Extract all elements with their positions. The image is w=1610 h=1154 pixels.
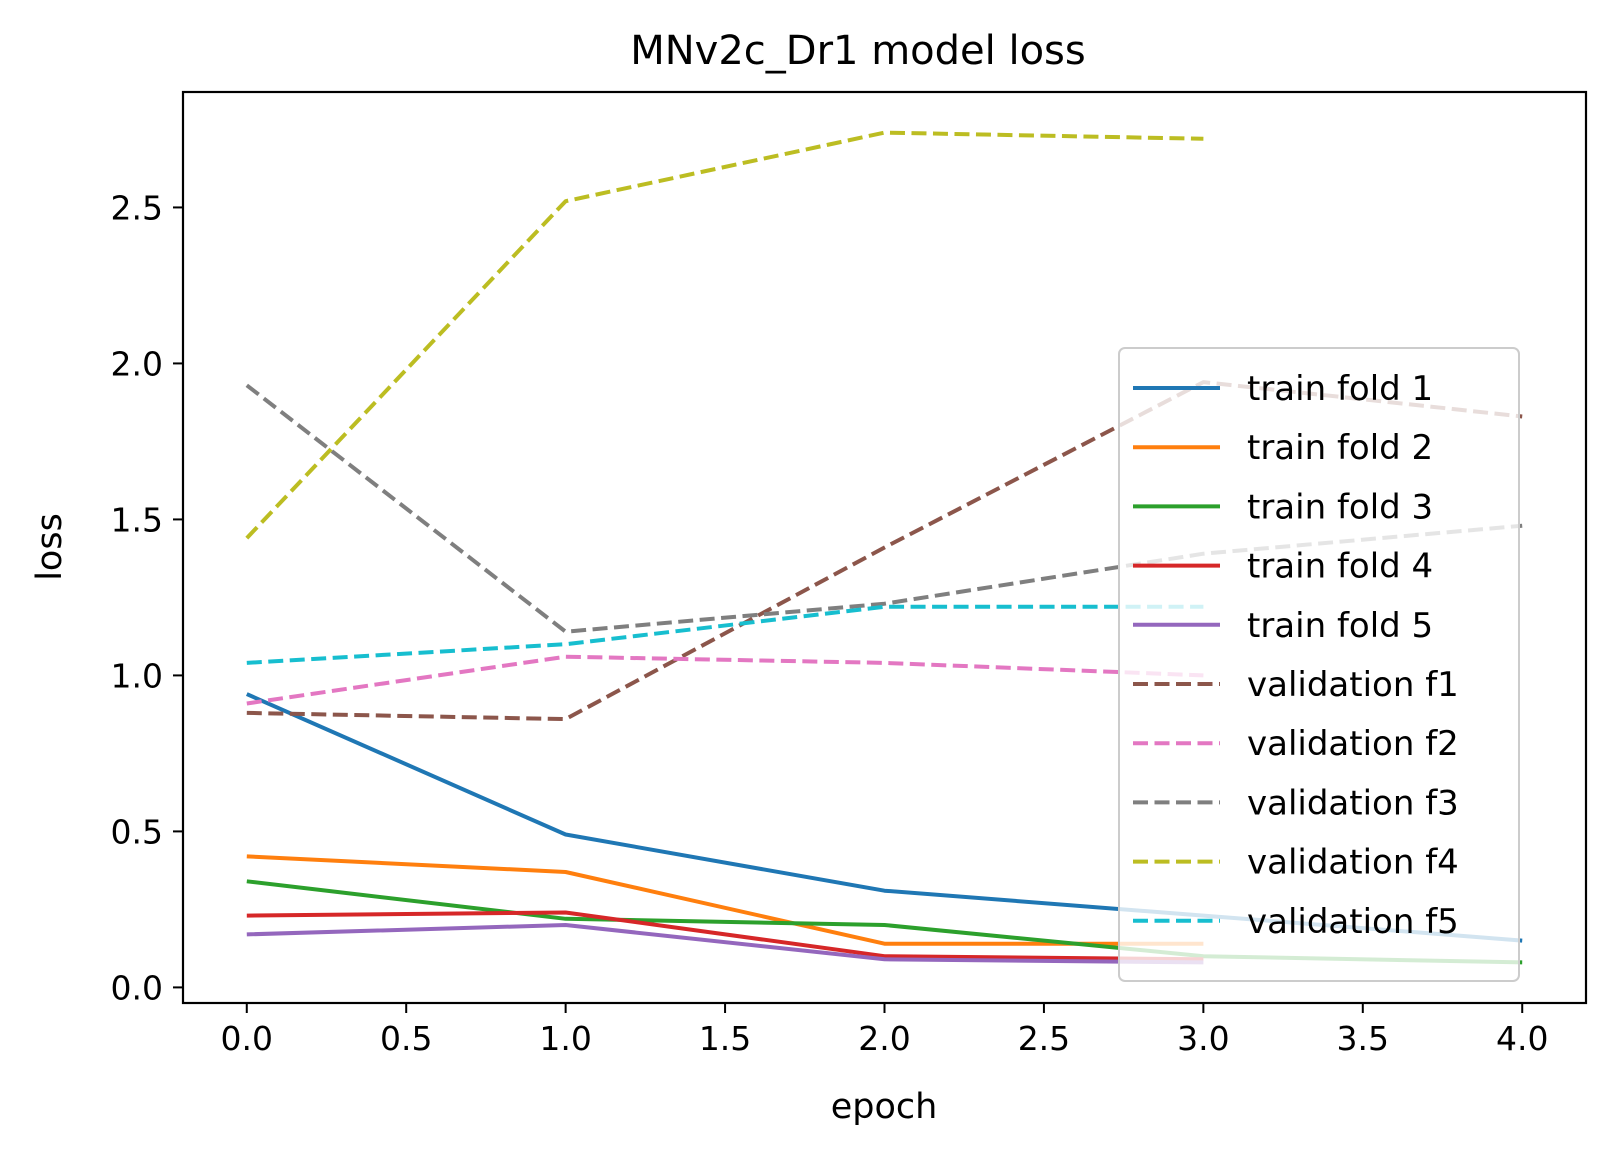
series-line-train-fold-2 [246,854,1204,946]
legend-label: train fold 1 [1247,369,1433,409]
series-line-train-fold-5 [246,923,1204,965]
series-line-train-fold-4 [246,910,1204,962]
legend-label: train fold 4 [1247,547,1433,587]
y-axis-label: loss [30,513,70,581]
y-tick-label: 0.5 [111,812,163,851]
legend-label: validation f2 [1247,724,1459,764]
y-tick-label: 1.5 [111,500,163,539]
legend: train fold 1 train fold 2 train fold 3 trai… [1118,347,1520,982]
x-tick-label: 1.5 [699,1019,751,1058]
y-tick-label: 0.0 [111,968,163,1007]
legend-label: validation f1 [1247,665,1459,705]
x-axis-label: epoch [831,1087,938,1127]
legend-label: validation f4 [1247,843,1459,883]
series-line-validation-f5 [246,604,1204,665]
x-tick-label: 1.0 [539,1019,591,1058]
x-tick-label: 2.0 [858,1019,910,1058]
legend-label: train fold 3 [1247,487,1433,527]
legend-label: validation f5 [1247,902,1459,942]
series-line-validation-f2 [246,654,1204,706]
chart-title: MNv2c_Dr1 model loss [630,28,1086,74]
legend-label: validation f3 [1247,783,1459,823]
y-tick-label: 2.0 [111,344,163,383]
y-tick-label: 2.5 [111,188,163,227]
series-line-validation-f4 [245,130,1204,540]
legend-label: train fold 5 [1247,606,1433,646]
x-tick-label: 2.5 [1018,1019,1070,1058]
x-tick-label: 3.0 [1177,1019,1229,1058]
legend-label: train fold 2 [1247,428,1433,468]
y-tick-label: 1.0 [111,656,163,695]
x-tick-label: 0.0 [221,1019,273,1058]
x-tick-label: 4.0 [1496,1019,1548,1058]
x-tick-label: 0.5 [380,1019,432,1058]
x-axis-ticks: 0.0 0.5 1.0 1.5 2.0 2.5 3.0 3.5 4.0 [221,1003,1548,1058]
x-tick-label: 3.5 [1337,1019,1389,1058]
y-axis-ticks: 0.0 0.5 1.0 1.5 2.0 2.5 [111,188,183,1007]
